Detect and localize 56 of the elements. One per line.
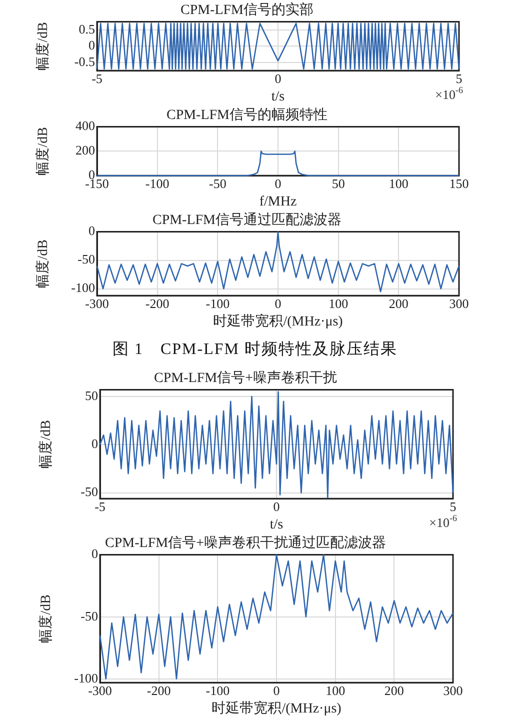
x-tick-label: 150	[449, 176, 469, 191]
x-tick-label: -50	[208, 176, 226, 191]
x-tick-label: 0	[274, 296, 282, 311]
y-axis-title: 幅度/dB	[38, 594, 54, 643]
x-axis-title: t/s	[271, 89, 285, 104]
text: 图 1 CPM-LFM 时频特性及脉压结果	[111, 340, 399, 360]
y-tick-label: -100	[74, 670, 98, 686]
x-tick-label: 100	[388, 176, 408, 191]
y-tick-label: 0	[88, 38, 95, 53]
x-tick-label: 0	[273, 498, 280, 514]
x-tick-label: 200	[388, 296, 408, 311]
y-axis-title: 幅度/dB	[35, 22, 52, 70]
y-tick-label: -50	[80, 484, 98, 500]
y-tick-label: 0	[92, 546, 98, 562]
x-tick-label: -300	[85, 296, 109, 311]
x-tick-label: -200	[146, 682, 171, 698]
x-axis-title: 时延带宽积/(MHz·μs)	[212, 700, 342, 716]
y-tick-label: 200	[76, 142, 95, 158]
y-tick-label: -50	[80, 608, 98, 624]
y-tick-label: -50	[78, 252, 95, 267]
x-tick-label: 300	[443, 682, 463, 698]
chart-title: CPM-LFM信号+噪声卷积干扰	[154, 370, 337, 386]
x-axis-title: f/MHz	[259, 194, 297, 210]
x-tick-label: 5	[450, 498, 456, 514]
x-tick-label: -200	[145, 296, 170, 311]
chart-title: CPM-LFM信号+噪声卷积干扰通过匹配滤波器	[105, 535, 386, 552]
x-tick-label: -5	[94, 498, 106, 514]
x-tick-label: 0	[273, 682, 280, 698]
x-tick-label: 200	[384, 682, 404, 698]
x-axis-title: 时延带宽积/(MHz·μs)	[213, 313, 344, 330]
chart-title: CPM-LFM信号的实部	[180, 2, 314, 18]
x-tick-label: 100	[328, 296, 348, 311]
x-tick-label: -100	[145, 176, 170, 191]
x-tick-label: -100	[206, 296, 230, 311]
y-tick-label: -0.5	[74, 54, 95, 69]
x-tick-label: -300	[88, 682, 112, 698]
chart-title: CPM-LFM信号通过匹配滤波器	[152, 212, 342, 228]
x-tick-label: 100	[326, 682, 346, 698]
x-axis-title: t/s	[270, 517, 284, 532]
x-tick-label: -5	[92, 70, 102, 86]
y-axis-title: 幅度/dB	[35, 240, 52, 288]
chart-title: CPM-LFM信号的幅频特性	[166, 107, 328, 124]
x-tick-label: -100	[206, 682, 230, 698]
y-tick-label: 0	[92, 436, 98, 452]
y-axis-title: 幅度/dB	[35, 127, 52, 176]
y-tick-label: -100	[71, 280, 95, 296]
x-tick-label: 0	[274, 176, 282, 191]
x-tick-label: 50	[332, 176, 345, 191]
y-tick-label: 0	[88, 223, 95, 238]
x-tick-label: 5	[456, 70, 462, 86]
y-tick-label: 0.5	[78, 21, 95, 36]
y-axis-title: 幅度/dB	[38, 420, 54, 468]
y-tick-label: 400	[76, 118, 95, 134]
x-tick-label: 0	[274, 70, 282, 86]
x-tick-label: 300	[449, 296, 469, 311]
y-tick-label: 50	[85, 388, 98, 403]
